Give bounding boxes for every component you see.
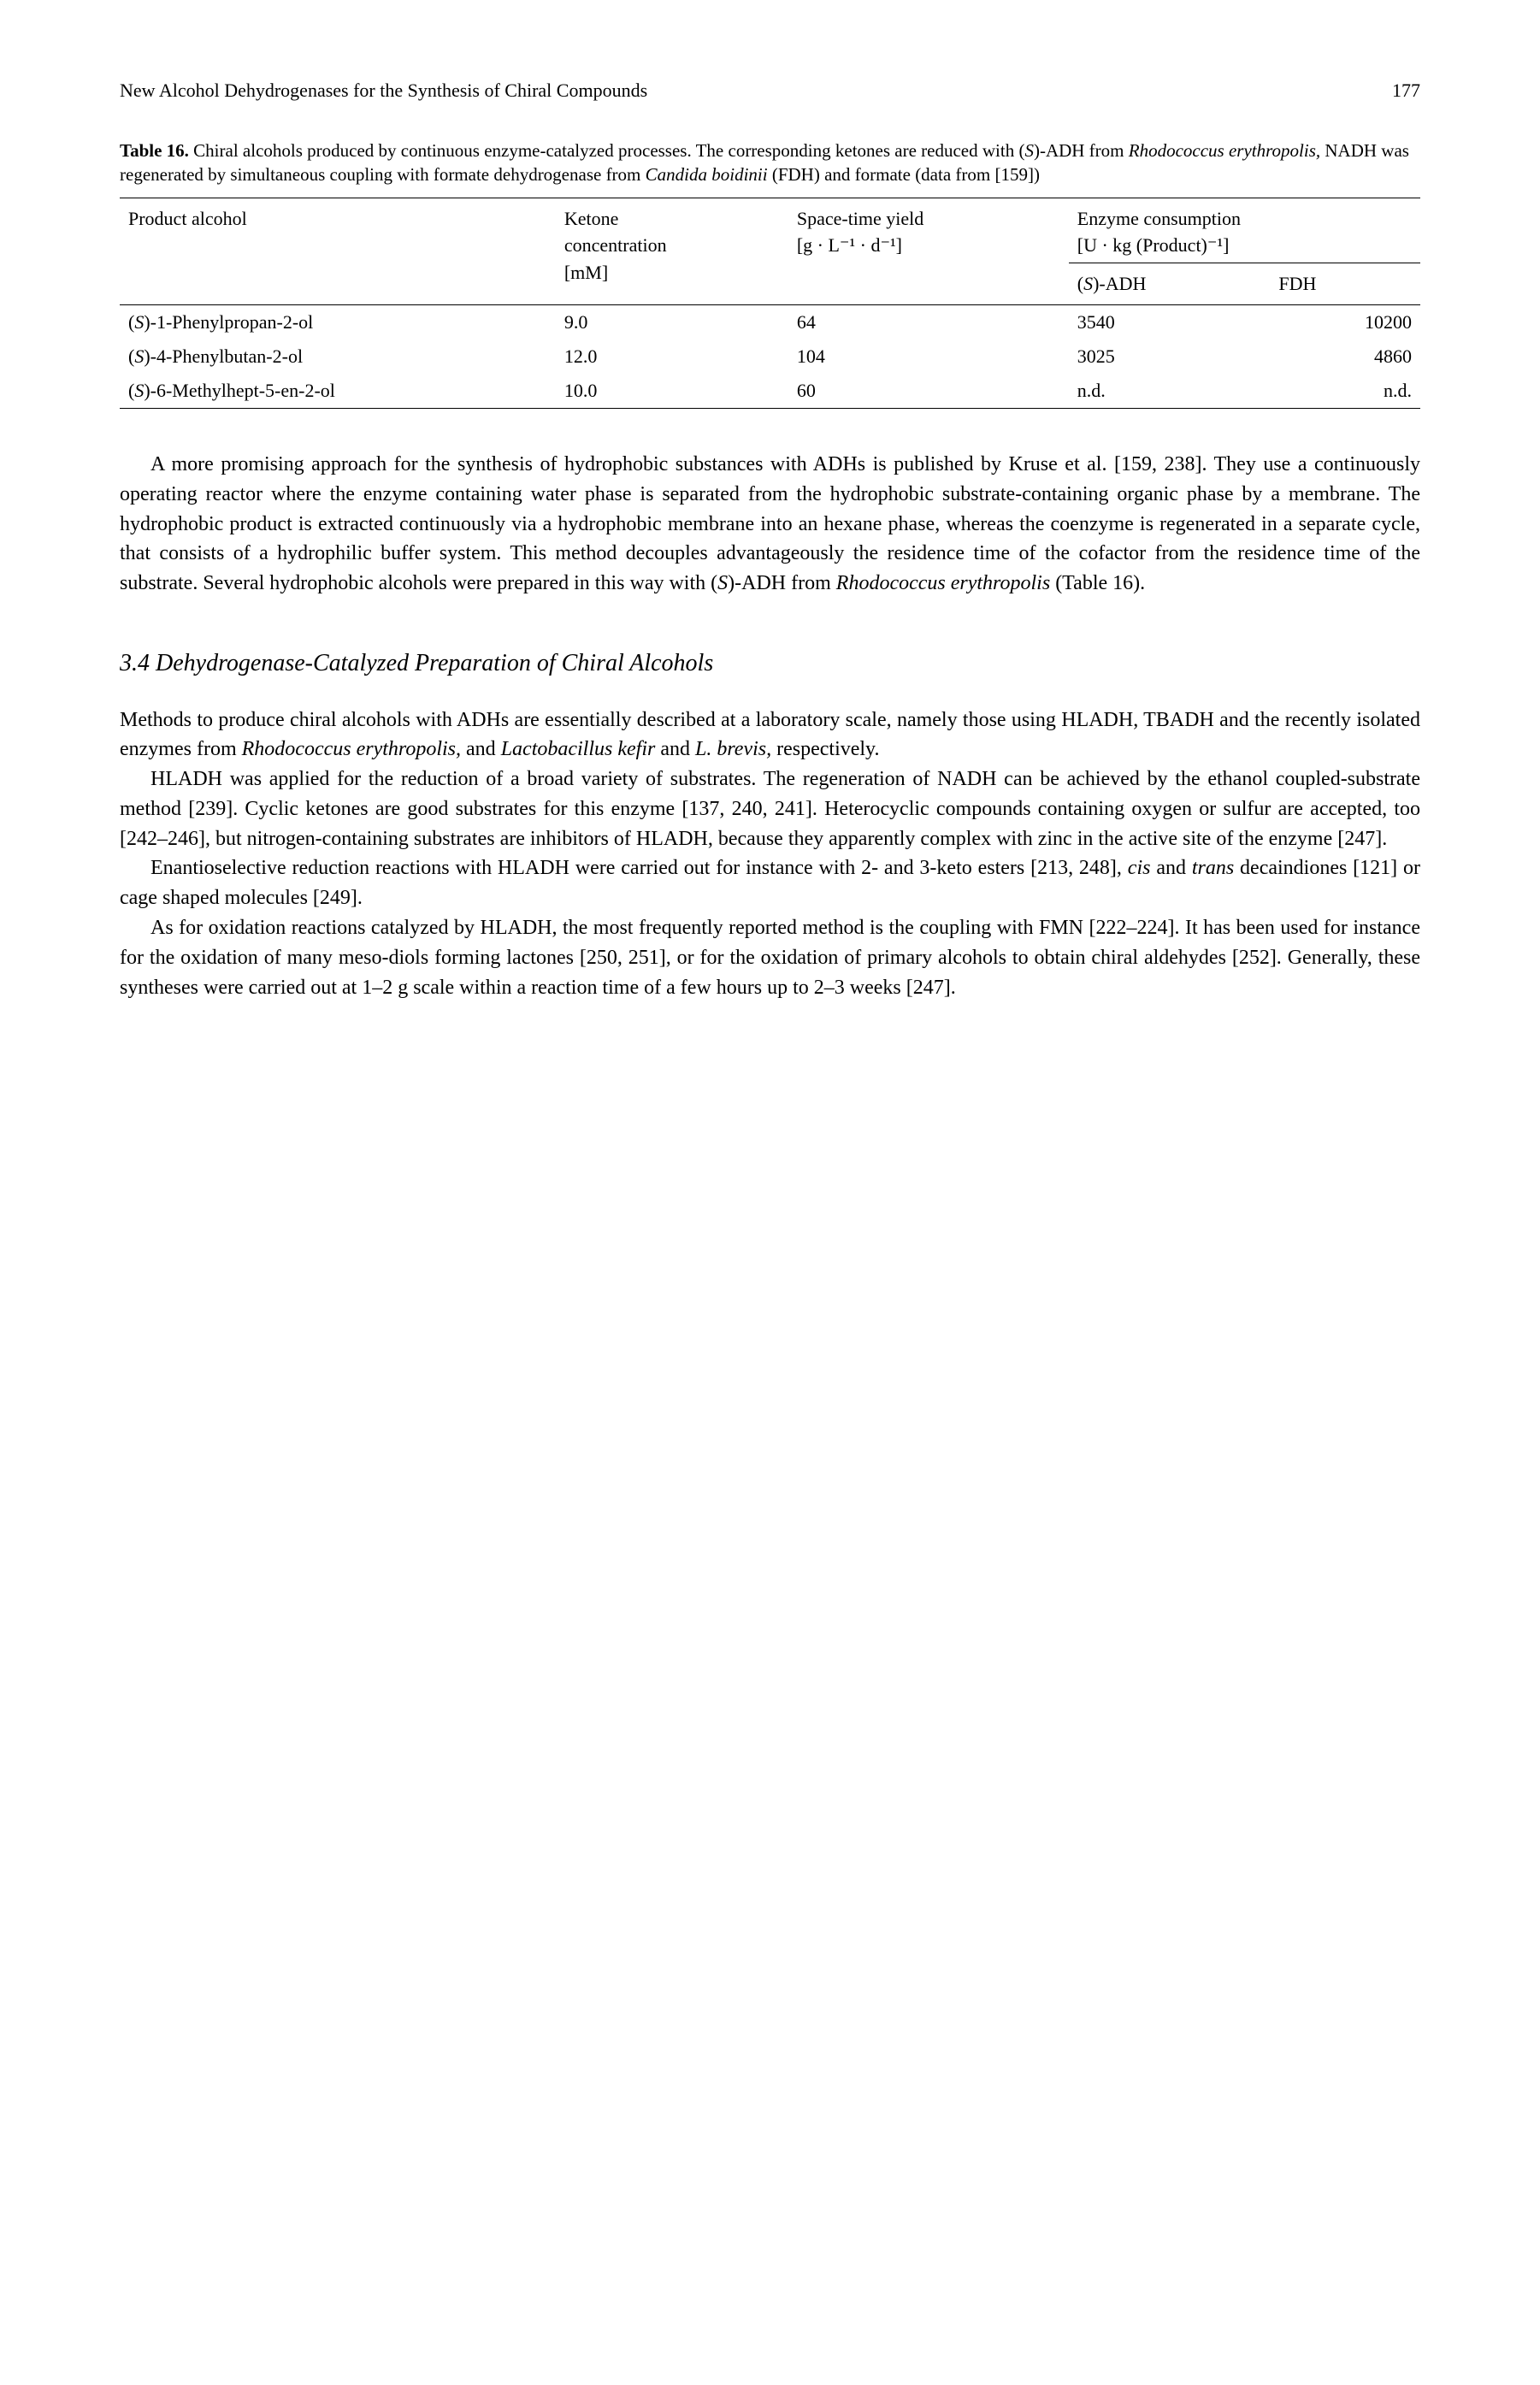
para-text: and <box>1150 857 1191 879</box>
table-row: (S)-4-Phenylbutan-2-ol 12.0 104 3025 486… <box>120 339 1420 374</box>
cell-text: )-6-Methylhept-5-en-2-ol <box>144 380 335 401</box>
data-table: Product alcohol Ketone concentration [mM… <box>120 198 1420 409</box>
para-text: Enantioselective reduction reactions wit… <box>150 857 1128 879</box>
cell-product: (S)-6-Methylhept-5-en-2-ol <box>120 374 556 408</box>
cell-sty: 64 <box>788 305 1069 339</box>
section-heading: 3.4 Dehydrogenase-Catalyzed Preparation … <box>120 646 1420 682</box>
col-subheader-sadh: (S)-ADH <box>1069 263 1271 305</box>
caption-text: Chiral alcohols produced by continuous e… <box>189 140 1025 161</box>
para-text: and <box>461 738 501 760</box>
para-text: respectively. <box>771 738 879 760</box>
col-header-sty: Space-time yield [g · L⁻¹ · d⁻¹] <box>788 198 1069 305</box>
para-cis: cis <box>1128 857 1151 879</box>
table-label: Table 16. <box>120 140 189 161</box>
para-species: Lactobacillus kefir <box>501 738 656 760</box>
para-species: Rhodococcus erythropolis <box>836 572 1050 594</box>
cell-text: )-1-Phenylpropan-2-ol <box>144 311 313 333</box>
cell-product: (S)-4-Phenylbutan-2-ol <box>120 339 556 374</box>
caption-species: Rhodococcus erythropolis, <box>1129 140 1320 161</box>
col-header-ketone: Ketone concentration [mM] <box>556 198 788 305</box>
body-paragraph: As for oxidation reactions catalyzed by … <box>120 913 1420 1002</box>
cell-sadh: 3025 <box>1069 339 1271 374</box>
body-paragraph: Enantioselective reduction reactions wit… <box>120 853 1420 913</box>
col-header-text: Enzyme consumption <box>1077 208 1241 229</box>
cell-ketone: 9.0 <box>556 305 788 339</box>
para-s: S <box>717 572 728 594</box>
para-species: L. brevis, <box>695 738 771 760</box>
cell-text: )-4-Phenylbutan-2-ol <box>144 345 303 367</box>
page-header: New Alcohol Dehydrogenases for the Synth… <box>120 77 1420 104</box>
col-header-product: Product alcohol <box>120 198 556 305</box>
cell-sty: 104 <box>788 339 1069 374</box>
cell-s: S <box>134 345 144 367</box>
col-subheader-s: S <box>1083 273 1093 294</box>
col-header-enzyme: Enzyme consumption [U · kg (Product)⁻¹] <box>1069 198 1420 263</box>
para-trans: trans <box>1192 857 1234 879</box>
cell-ketone: 12.0 <box>556 339 788 374</box>
body-paragraph: HLADH was applied for the reduction of a… <box>120 764 1420 853</box>
caption-text: )-ADH from <box>1034 140 1129 161</box>
para-text: )-ADH from <box>728 572 836 594</box>
caption-text: (FDH) and formate (data from [159]) <box>768 164 1040 185</box>
table-row: (S)-6-Methylhept-5-en-2-ol 10.0 60 n.d. … <box>120 374 1420 408</box>
para-species: Rhodococcus erythropolis, <box>242 738 461 760</box>
cell-s: S <box>134 311 144 333</box>
body-paragraph: Methods to produce chiral alcohols with … <box>120 705 1420 765</box>
cell-sadh: 3540 <box>1069 305 1271 339</box>
cell-sadh: n.d. <box>1069 374 1271 408</box>
cell-product: (S)-1-Phenylpropan-2-ol <box>120 305 556 339</box>
caption-species: Candida boidinii <box>646 164 768 185</box>
cell-sty: 60 <box>788 374 1069 408</box>
cell-fdh: n.d. <box>1270 374 1420 408</box>
cell-fdh: 4860 <box>1270 339 1420 374</box>
col-header-text: [U · kg (Product)⁻¹] <box>1077 234 1230 256</box>
col-header-text: [g · L⁻¹ · d⁻¹] <box>797 234 902 256</box>
para-text: and <box>655 738 695 760</box>
running-head: New Alcohol Dehydrogenases for the Synth… <box>120 77 647 104</box>
table-caption: Table 16. Chiral alcohols produced by co… <box>120 139 1420 187</box>
cell-ketone: 10.0 <box>556 374 788 408</box>
page-number: 177 <box>1392 77 1420 104</box>
col-header-text: [mM] <box>564 262 608 283</box>
body-paragraph: A more promising approach for the synthe… <box>120 450 1420 599</box>
table-row: (S)-1-Phenylpropan-2-ol 9.0 64 3540 1020… <box>120 305 1420 339</box>
cell-fdh: 10200 <box>1270 305 1420 339</box>
col-subheader-fdh: FDH <box>1270 263 1420 305</box>
cell-s: S <box>134 380 144 401</box>
table-header-row: Product alcohol Ketone concentration [mM… <box>120 198 1420 263</box>
col-subheader-text: )-ADH <box>1093 273 1146 294</box>
col-header-text: Space-time yield <box>797 208 923 229</box>
caption-s: S <box>1024 140 1034 161</box>
col-subheader-text: ( <box>1077 273 1083 294</box>
para-text: (Table 16). <box>1050 572 1145 594</box>
col-header-text: Ketone <box>564 208 619 229</box>
col-header-text: concentration <box>564 234 667 256</box>
